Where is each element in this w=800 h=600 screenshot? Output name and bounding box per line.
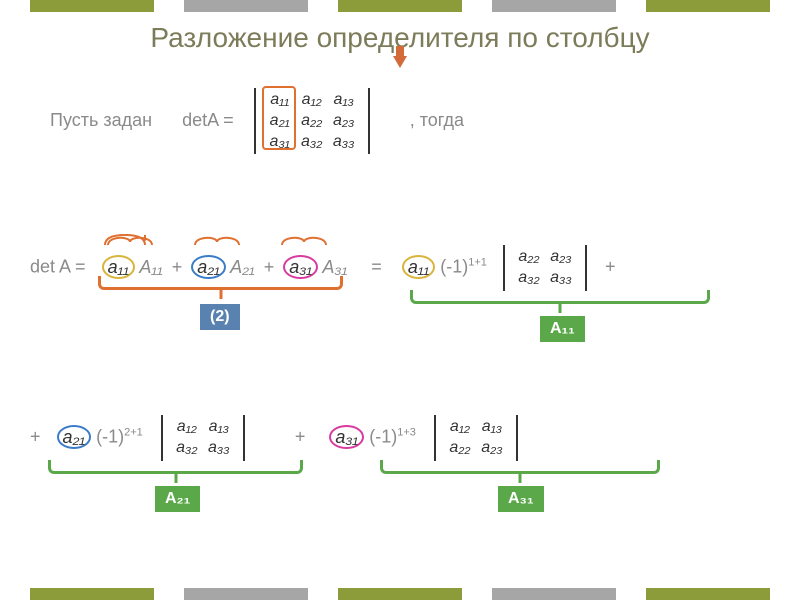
intro-left: Пусть задан <box>50 110 152 130</box>
bracket-A21 <box>48 460 303 474</box>
bottom-bars <box>0 588 800 600</box>
a21-circ: a₂₁ <box>191 255 226 279</box>
intro-detA: detA = <box>182 110 234 130</box>
top-bars <box>0 0 800 12</box>
cofactor-row-2: + a₂₁ (-1)2+1 a₁₂a₁₃ a₃₂a₃₃ + a₃₁ (-1)1+… <box>30 415 770 461</box>
bracket-A11 <box>410 290 710 304</box>
column-highlight <box>262 86 296 150</box>
top-braces <box>100 230 380 250</box>
tag-A11: A₁₁ <box>540 316 585 342</box>
arrow-down-icon <box>393 56 407 68</box>
content: Пусть задан detA = a₁₁a₁₂a₁₃ a₂₁a₂₂a₂₃ a… <box>0 80 800 580</box>
tag-2: (2) <box>200 304 240 330</box>
matrix-3x3: a₁₁a₁₂a₁₃ a₂₁a₂₂a₂₃ a₃₁a₃₂a₃₃ <box>254 88 370 154</box>
tag-A31: A₃₁ <box>498 486 544 512</box>
intro-right: , тогда <box>410 110 464 130</box>
bracket-A31 <box>380 460 660 474</box>
a31-circ: a₃₁ <box>283 255 318 279</box>
tag-A21: A₂₁ <box>155 486 200 512</box>
a11-circ: a₁₁ <box>102 255 135 279</box>
bracket-2 <box>98 276 343 290</box>
